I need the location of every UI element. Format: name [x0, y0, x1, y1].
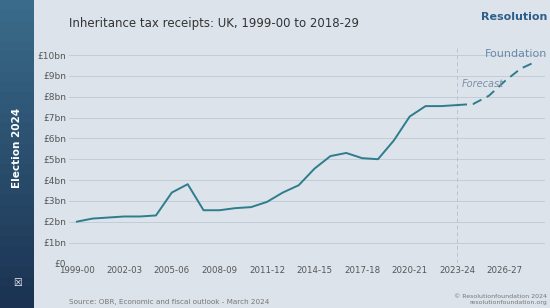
Text: ☒: ☒	[13, 278, 21, 288]
Text: Inheritance tax receipts: UK, 1999-00 to 2018-29: Inheritance tax receipts: UK, 1999-00 to…	[69, 17, 359, 30]
Bar	[0, 72, 34, 82]
Bar	[0, 41, 34, 51]
Bar	[0, 103, 34, 113]
Bar	[0, 0, 34, 10]
Bar	[0, 123, 34, 133]
Text: Resolution: Resolution	[481, 12, 547, 22]
Bar	[0, 298, 34, 308]
Bar	[0, 195, 34, 205]
Text: Foundation: Foundation	[485, 49, 547, 59]
Bar	[0, 246, 34, 257]
Bar	[0, 92, 34, 103]
Text: © Resolutionfoundation 2024
resolutionfoundation.org: © Resolutionfoundation 2024 resolutionfo…	[454, 294, 547, 305]
Bar	[0, 10, 34, 21]
Bar	[0, 287, 34, 298]
Bar	[0, 175, 34, 185]
Bar	[0, 31, 34, 41]
Bar	[0, 113, 34, 123]
Bar	[0, 154, 34, 164]
Bar	[0, 226, 34, 236]
Bar	[0, 277, 34, 287]
Bar	[0, 82, 34, 92]
Text: Forecast: Forecast	[462, 79, 504, 89]
Bar	[0, 164, 34, 175]
Bar	[0, 144, 34, 154]
Bar	[0, 257, 34, 267]
Bar	[0, 267, 34, 277]
Text: Source: OBR, Economic and fiscal outlook - March 2024: Source: OBR, Economic and fiscal outlook…	[69, 299, 269, 305]
Bar	[0, 62, 34, 72]
Bar	[0, 21, 34, 31]
Bar	[0, 133, 34, 144]
Bar	[0, 51, 34, 62]
Text: Election 2024: Election 2024	[12, 108, 22, 188]
Bar	[0, 216, 34, 226]
Bar	[0, 205, 34, 216]
Bar	[0, 185, 34, 195]
Bar	[0, 236, 34, 246]
